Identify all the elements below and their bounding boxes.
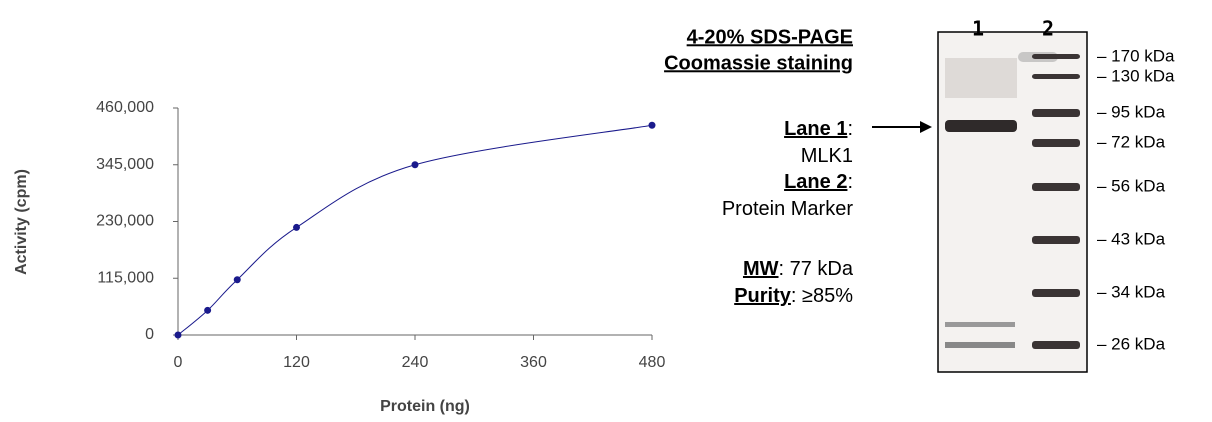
y-tick-label: 460,000	[96, 99, 154, 116]
info-rest: : ≥85%	[791, 285, 853, 307]
marker-label: – 170 kDa	[1097, 46, 1175, 65]
gel-title: Coomassie staining	[664, 52, 853, 74]
gel-band	[945, 120, 1017, 132]
line	[178, 125, 652, 335]
gel-smear	[945, 58, 1017, 98]
info-line: Lane 2:	[784, 171, 853, 193]
y-tick-label: 345,000	[96, 156, 154, 173]
gel-band	[945, 342, 1015, 348]
point	[293, 224, 300, 231]
figure: 0 115,000 230,000 345,000 460,000 0 120 240 360 4…	[0, 0, 1212, 417]
gel-band	[945, 322, 1015, 327]
marker-band	[1032, 109, 1080, 117]
marker-band	[1032, 74, 1080, 79]
marker-label: – 56 kDa	[1097, 176, 1166, 195]
info-key: Purity	[734, 285, 792, 307]
marker-label: – 72 kDa	[1097, 132, 1166, 151]
info-rest: :	[847, 118, 853, 140]
marker-label: – 95 kDa	[1097, 102, 1166, 121]
arrow-head	[920, 121, 932, 133]
x-tick-label: 120	[283, 354, 310, 371]
info-line: Protein Marker	[722, 198, 853, 220]
info-key: Lane 2	[784, 171, 847, 193]
point	[175, 332, 182, 339]
x-tick-label: 0	[174, 354, 183, 371]
marker-band	[1032, 139, 1080, 147]
marker-band	[1032, 289, 1080, 297]
marker-band	[1032, 183, 1080, 191]
point	[204, 307, 211, 314]
info-line: Lane 1:	[784, 118, 853, 140]
info-key: Lane 1	[784, 118, 847, 140]
marker-label: – 43 kDa	[1097, 229, 1166, 248]
info-rest: :	[847, 171, 853, 193]
info-key: MW	[743, 258, 779, 280]
point	[234, 276, 241, 283]
gel-title: 4-20% SDS-PAGE	[687, 26, 853, 48]
x-tick-label: 240	[402, 354, 429, 371]
point	[412, 161, 419, 168]
x-axis-title: Protein (ng)	[380, 398, 470, 415]
info-text: Protein Marker	[722, 198, 853, 220]
info-line: MW: 77 kDa	[743, 258, 854, 280]
lane-label: 1	[972, 17, 984, 41]
y-axis-title: Activity (cpm)	[13, 169, 30, 275]
x-tick-label: 360	[520, 354, 547, 371]
x-tick-label: 480	[639, 354, 666, 371]
point	[649, 122, 656, 129]
marker-band	[1032, 341, 1080, 349]
marker-label: – 130 kDa	[1097, 66, 1175, 85]
y-tick-label: 230,000	[96, 213, 154, 230]
info-line: Purity: ≥85%	[734, 285, 853, 307]
lane-label: 2	[1042, 17, 1054, 41]
info-line: MLK1	[801, 145, 853, 167]
marker-label: – 34 kDa	[1097, 282, 1166, 301]
y-tick-label: 0	[145, 326, 154, 343]
marker-band	[1032, 236, 1080, 244]
y-tick-label: 115,000	[97, 269, 154, 286]
marker-label: – 26 kDa	[1097, 334, 1166, 353]
info-rest: : 77 kDa	[779, 258, 854, 280]
marker-band	[1032, 54, 1080, 59]
info-text: MLK1	[801, 145, 853, 167]
